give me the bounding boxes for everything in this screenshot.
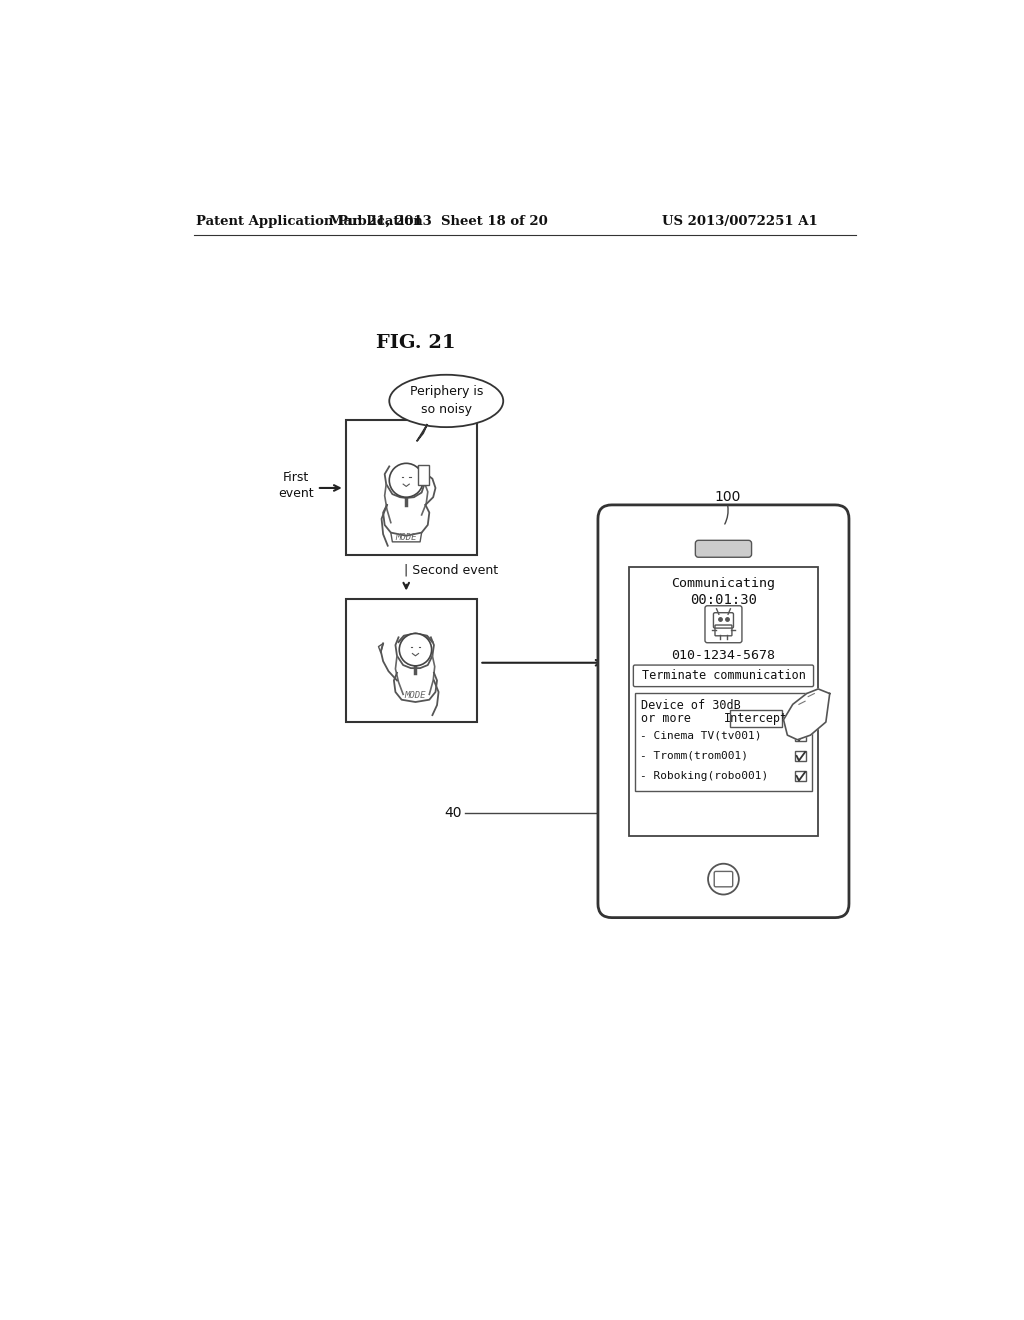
Text: 100: 100 [714, 490, 740, 504]
Text: Communicating: Communicating [672, 577, 775, 590]
Circle shape [389, 463, 423, 498]
Circle shape [399, 634, 432, 665]
FancyBboxPatch shape [695, 540, 752, 557]
FancyBboxPatch shape [730, 710, 782, 726]
Polygon shape [417, 425, 427, 441]
Text: Patent Application Publication: Patent Application Publication [196, 215, 423, 228]
FancyBboxPatch shape [629, 566, 818, 836]
Polygon shape [783, 689, 829, 739]
Text: - Tromm(trom001): - Tromm(trom001) [640, 751, 748, 760]
FancyBboxPatch shape [634, 665, 813, 686]
Text: US 2013/0072251 A1: US 2013/0072251 A1 [662, 215, 817, 228]
Text: Terminate communication: Terminate communication [641, 669, 806, 682]
Text: MODE: MODE [395, 533, 417, 541]
Text: Intercept: Intercept [724, 711, 787, 725]
FancyBboxPatch shape [795, 730, 806, 742]
FancyBboxPatch shape [346, 599, 477, 722]
Text: 00:01:30: 00:01:30 [690, 594, 757, 607]
FancyBboxPatch shape [705, 606, 742, 643]
Text: Device of 30dB: Device of 30dB [641, 698, 740, 711]
Circle shape [708, 863, 739, 895]
Ellipse shape [389, 375, 503, 428]
Text: FIG. 21: FIG. 21 [376, 334, 456, 352]
FancyBboxPatch shape [795, 751, 806, 762]
FancyBboxPatch shape [598, 506, 849, 917]
Text: 010-1234-5678: 010-1234-5678 [672, 649, 775, 663]
FancyBboxPatch shape [418, 465, 429, 484]
Text: 40: 40 [444, 807, 462, 820]
Text: Periphery is
so noisy: Periphery is so noisy [410, 385, 483, 416]
Text: | Second event: | Second event [403, 564, 498, 577]
FancyBboxPatch shape [714, 871, 733, 887]
Text: Mar. 21, 2013  Sheet 18 of 20: Mar. 21, 2013 Sheet 18 of 20 [329, 215, 548, 228]
FancyBboxPatch shape [795, 771, 806, 781]
Text: First
event: First event [279, 471, 314, 500]
Text: - Roboking(robo001): - Roboking(robo001) [640, 771, 768, 781]
FancyBboxPatch shape [346, 420, 477, 554]
FancyBboxPatch shape [635, 693, 812, 792]
Text: - Cinema TV(tv001): - Cinema TV(tv001) [640, 731, 761, 741]
Text: MODE: MODE [404, 692, 426, 701]
Text: or more: or more [641, 713, 691, 726]
